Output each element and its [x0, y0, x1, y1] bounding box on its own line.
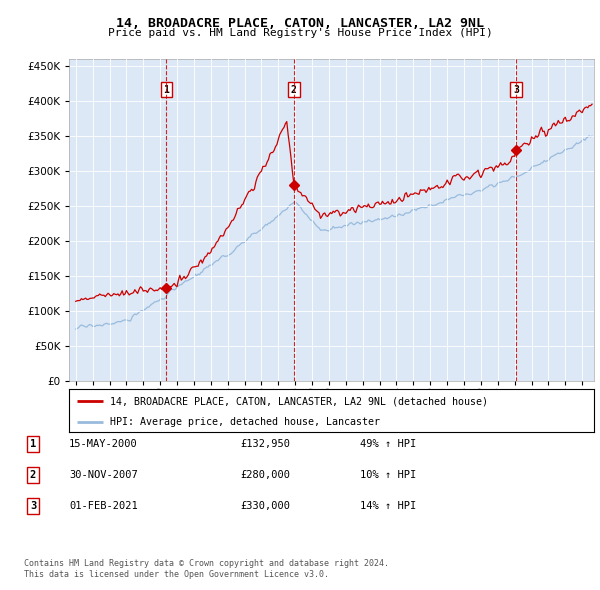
Text: £132,950: £132,950	[240, 439, 290, 448]
Text: Contains HM Land Registry data © Crown copyright and database right 2024.: Contains HM Land Registry data © Crown c…	[24, 559, 389, 568]
Text: 14, BROADACRE PLACE, CATON, LANCASTER, LA2 9NL (detached house): 14, BROADACRE PLACE, CATON, LANCASTER, L…	[110, 396, 488, 407]
Text: This data is licensed under the Open Government Licence v3.0.: This data is licensed under the Open Gov…	[24, 571, 329, 579]
Text: 10% ↑ HPI: 10% ↑ HPI	[360, 470, 416, 480]
Text: 30-NOV-2007: 30-NOV-2007	[69, 470, 138, 480]
Text: HPI: Average price, detached house, Lancaster: HPI: Average price, detached house, Lanc…	[110, 417, 380, 427]
Text: Price paid vs. HM Land Registry's House Price Index (HPI): Price paid vs. HM Land Registry's House …	[107, 28, 493, 38]
Text: £330,000: £330,000	[240, 502, 290, 511]
Text: 14% ↑ HPI: 14% ↑ HPI	[360, 502, 416, 511]
Text: 49% ↑ HPI: 49% ↑ HPI	[360, 439, 416, 448]
Text: 1: 1	[30, 439, 36, 448]
Text: 1: 1	[163, 84, 169, 94]
Text: 2: 2	[291, 84, 297, 94]
Text: 15-MAY-2000: 15-MAY-2000	[69, 439, 138, 448]
Text: 01-FEB-2021: 01-FEB-2021	[69, 502, 138, 511]
Text: 2: 2	[30, 470, 36, 480]
Text: £280,000: £280,000	[240, 470, 290, 480]
Text: 14, BROADACRE PLACE, CATON, LANCASTER, LA2 9NL: 14, BROADACRE PLACE, CATON, LANCASTER, L…	[116, 17, 484, 30]
Text: 3: 3	[513, 84, 519, 94]
Text: 3: 3	[30, 502, 36, 511]
